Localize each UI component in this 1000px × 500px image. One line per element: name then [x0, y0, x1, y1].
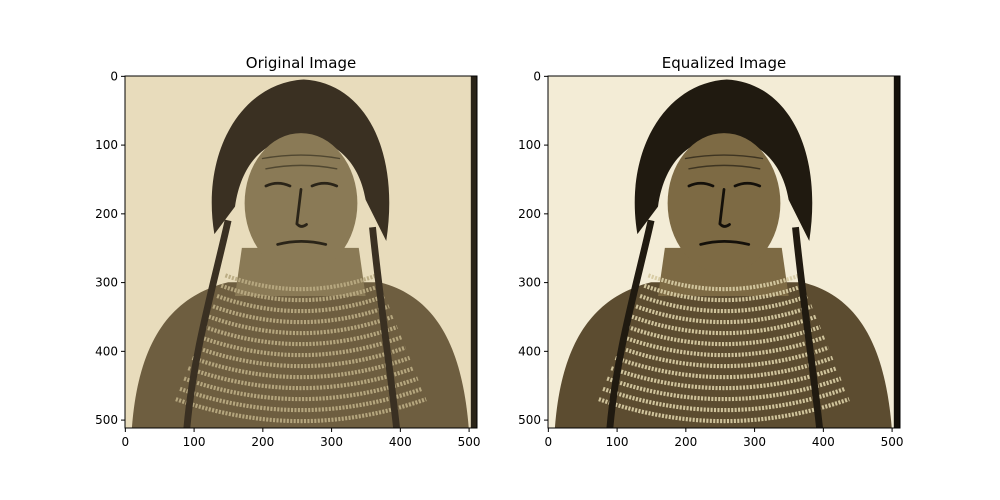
bead-necklaces [598, 273, 850, 424]
facial-features [684, 154, 764, 246]
y-tick-label: 400 [518, 344, 541, 358]
y-tick-label: 200 [518, 207, 541, 221]
face-shape [244, 133, 358, 274]
y-tick-label: 100 [518, 138, 541, 152]
image-equalized [548, 76, 900, 428]
x-ticks-equalized: 0 100 200 300 400 500 [545, 428, 904, 449]
subplot-original: Original Image 0 100 200 300 400 500 0 100 200 3… [95, 54, 480, 449]
axes-frame-equalized [547, 75, 901, 429]
hair-shape [634, 79, 813, 242]
title-equalized: Equalized Image [662, 54, 786, 72]
y-tick-label: 500 [518, 413, 541, 427]
y-tick-label: 0 [110, 69, 118, 83]
y-tick-label: 500 [95, 413, 118, 427]
y-tick-label: 0 [533, 69, 541, 83]
subplot-equalized: Equalized Image 0 100 200 300 400 500 0 100 200… [518, 54, 903, 449]
image-original [125, 76, 477, 428]
photo-edge-strip [470, 76, 477, 428]
x-tick-label: 300 [320, 435, 343, 449]
axes-frame-original [124, 75, 478, 429]
y-ticks-equalized: 0 100 200 300 400 500 [518, 69, 548, 427]
x-tick-label: 400 [812, 435, 835, 449]
facial-features [261, 154, 341, 246]
y-tick-label: 300 [518, 276, 541, 290]
hair-shape [211, 79, 390, 242]
face-shape [667, 133, 781, 274]
x-ticks-original: 0 100 200 300 400 500 [122, 428, 481, 449]
x-tick-label: 200 [251, 435, 274, 449]
x-tick-label: 100 [183, 435, 206, 449]
side-braids [606, 219, 823, 428]
x-tick-label: 0 [545, 435, 553, 449]
side-braids [183, 219, 400, 428]
y-tick-label: 100 [95, 138, 118, 152]
x-tick-label: 400 [389, 435, 412, 449]
x-tick-label: 0 [122, 435, 130, 449]
photo-edge-strip [893, 76, 900, 428]
y-ticks-original: 0 100 200 300 400 500 [95, 69, 125, 427]
y-tick-label: 300 [95, 276, 118, 290]
x-tick-label: 300 [743, 435, 766, 449]
x-tick-label: 500 [458, 435, 481, 449]
title-original: Original Image [246, 54, 356, 72]
y-tick-label: 400 [95, 344, 118, 358]
x-tick-label: 500 [881, 435, 904, 449]
x-tick-label: 100 [606, 435, 629, 449]
y-tick-label: 200 [95, 207, 118, 221]
x-tick-label: 200 [674, 435, 697, 449]
